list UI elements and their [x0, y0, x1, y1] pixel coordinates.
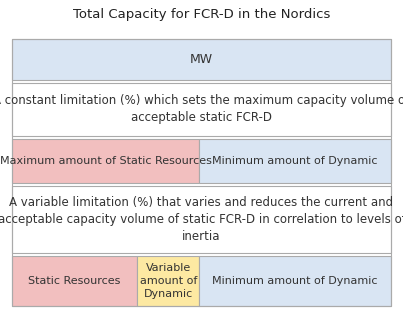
Bar: [12, 39, 391, 80]
Text: Total Capacity for FCR-D in the Nordics: Total Capacity for FCR-D in the Nordics: [73, 7, 330, 21]
Text: Static Resources: Static Resources: [28, 276, 121, 286]
Text: Maximum amount of Static Resources: Maximum amount of Static Resources: [0, 156, 212, 166]
Bar: [12, 39, 391, 306]
Bar: [12, 83, 391, 136]
Bar: [199, 256, 391, 306]
Text: Minimum amount of Dynamic: Minimum amount of Dynamic: [212, 276, 378, 286]
Bar: [12, 139, 199, 183]
Bar: [12, 186, 391, 253]
Bar: [199, 139, 391, 183]
Bar: [137, 256, 199, 306]
Text: MW: MW: [190, 53, 213, 66]
Text: Minimum amount of Dynamic: Minimum amount of Dynamic: [212, 156, 378, 166]
Bar: [12, 256, 137, 306]
Text: A constant limitation (%) which sets the maximum capacity volume of
acceptable s: A constant limitation (%) which sets the…: [0, 94, 403, 124]
Text: A variable limitation (%) that varies and reduces the current and
acceptable cap: A variable limitation (%) that varies an…: [0, 196, 403, 243]
Text: Variable
amount of
Dynamic: Variable amount of Dynamic: [139, 263, 197, 299]
